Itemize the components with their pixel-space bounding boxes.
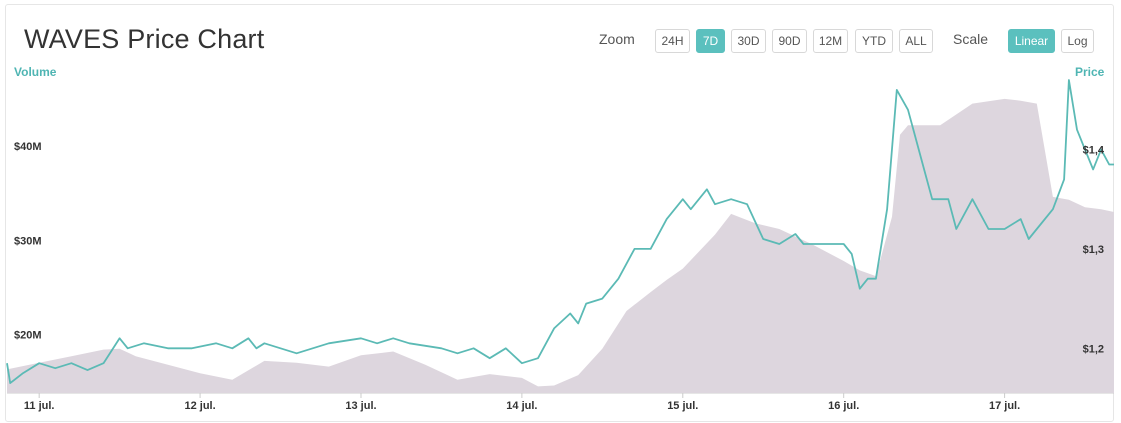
- x-tick-label: 13 jul.: [345, 400, 376, 412]
- x-tick-label: 12 jul.: [184, 400, 215, 412]
- volume-tick-label: $40M: [14, 141, 42, 153]
- scale-label: Scale: [953, 31, 989, 47]
- volume-tick-label: $30M: [14, 235, 42, 247]
- volume-area: [7, 98, 1114, 394]
- x-tick-label: 11 jul.: [24, 400, 55, 412]
- price-tick-label: $1,4: [1083, 145, 1105, 157]
- x-tick-label: 17 jul.: [989, 400, 1020, 412]
- zoom-all-button[interactable]: ALL: [899, 29, 933, 53]
- zoom-label: Zoom: [599, 31, 635, 47]
- zoom-ytd-button[interactable]: YTD: [855, 29, 893, 53]
- x-tick-label: 16 jul.: [828, 400, 859, 412]
- zoom-30d-button[interactable]: 30D: [731, 29, 766, 53]
- volume-layer: [7, 98, 1114, 394]
- volume-axis: $20M $30M $40M: [14, 141, 42, 342]
- scale-log-button[interactable]: Log: [1061, 29, 1094, 53]
- zoom-12m-button[interactable]: 12M: [813, 29, 848, 53]
- volume-axis-title: Volume: [14, 65, 57, 79]
- price-axis: $1,2 $1,3 $1,4: [1083, 145, 1105, 356]
- scale-linear-button[interactable]: Linear: [1008, 29, 1055, 53]
- price-axis-title: Price: [1075, 65, 1105, 79]
- price-line: [6, 79, 1114, 384]
- zoom-7d-button[interactable]: 7D: [696, 29, 725, 53]
- zoom-24h-button[interactable]: 24H: [655, 29, 690, 53]
- volume-tick-label: $20M: [14, 330, 42, 342]
- x-axis: 11 jul. 12 jul. 13 jul. 14 jul. 15 jul. 16 ju…: [24, 393, 1020, 412]
- price-layer: [6, 79, 1114, 384]
- chart-title: WAVES Price Chart: [24, 24, 265, 54]
- x-tick-label: 14 jul.: [506, 400, 537, 412]
- x-tick-label: 15 jul.: [667, 400, 698, 412]
- price-tick-label: $1,3: [1083, 244, 1104, 256]
- zoom-90d-button[interactable]: 90D: [772, 29, 807, 53]
- price-tick-label: $1,2: [1083, 343, 1104, 355]
